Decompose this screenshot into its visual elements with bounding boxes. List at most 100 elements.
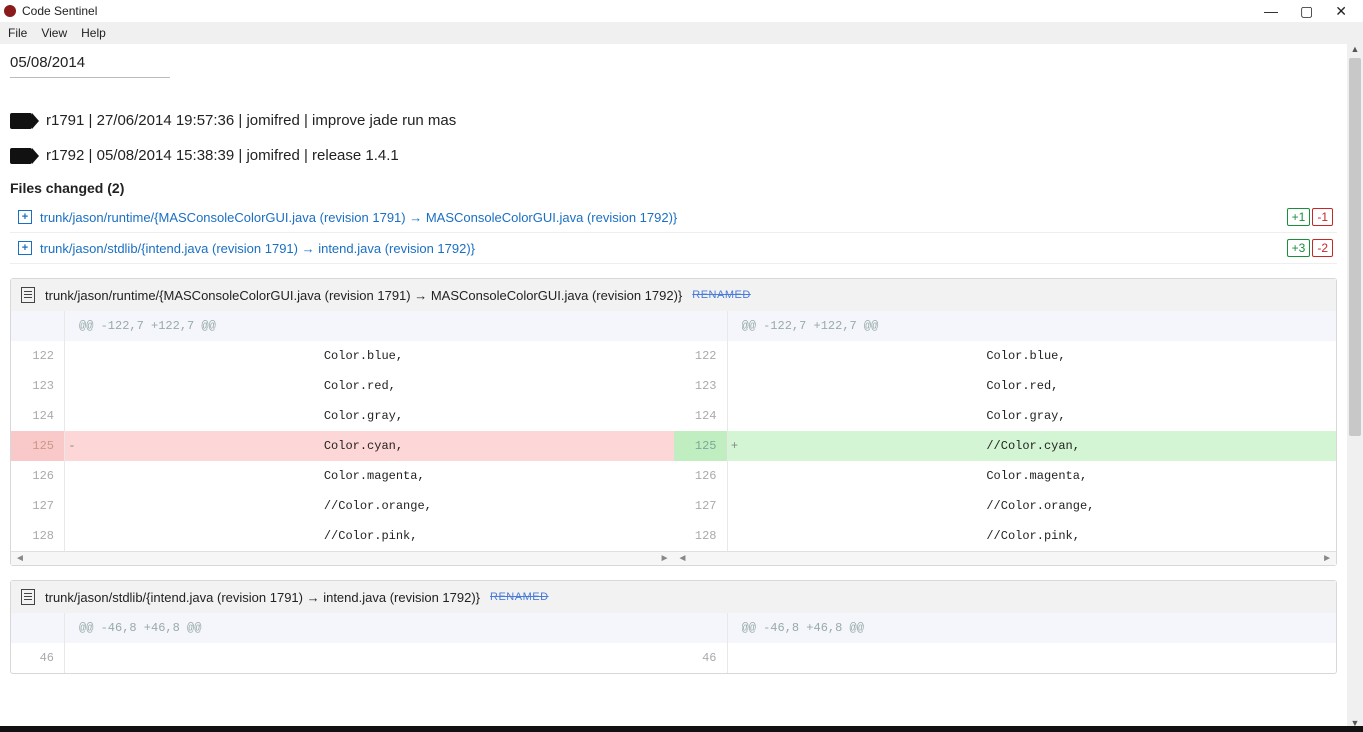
diff-line: 126 Color.magenta, xyxy=(674,461,1337,491)
diff-file-path: trunk/jason/stdlib/{intend.java (revisio… xyxy=(45,590,480,605)
diff-file-path: trunk/jason/runtime/{MASConsoleColorGUI.… xyxy=(45,288,682,303)
diff-line: 124 Color.gray, xyxy=(674,401,1337,431)
commit-row: r1791 | 27/06/2014 19:57:36 | jomifred |… xyxy=(10,106,1337,135)
maximize-icon[interactable]: ▢ xyxy=(1300,4,1313,18)
close-icon[interactable]: ✕ xyxy=(1335,4,1347,18)
line-number: 125 xyxy=(11,431,65,461)
document-icon xyxy=(21,287,35,303)
line-number: 122 xyxy=(11,341,65,371)
files-changed-heading: Files changed (2) xyxy=(10,180,1337,196)
hunk-text: @@ -46,8 +46,8 @@ xyxy=(79,621,674,635)
file-link-row: + trunk/jason/stdlib/{intend.java (revis… xyxy=(10,233,1337,264)
scroll-right-icon[interactable]: ► xyxy=(660,553,670,564)
additions-badge: +1 xyxy=(1287,208,1311,226)
menu-help[interactable]: Help xyxy=(81,26,106,40)
file-link-row: + trunk/jason/runtime/{MASConsoleColorGU… xyxy=(10,202,1337,233)
diff-line: 128 //Color.pink, xyxy=(11,521,674,551)
diffstat: +3 -2 xyxy=(1287,239,1333,257)
bottom-bar xyxy=(0,726,1363,732)
code-text: Color.cyan, xyxy=(79,439,674,453)
menu-file[interactable]: File xyxy=(8,26,27,40)
commit-row: r1792 | 05/08/2014 15:38:39 | jomifred |… xyxy=(10,141,1337,170)
diff-line: 126 Color.magenta, xyxy=(11,461,674,491)
line-number: 125 xyxy=(674,431,728,461)
expand-icon[interactable]: + xyxy=(18,241,32,255)
line-number: 127 xyxy=(674,491,728,521)
tag-icon xyxy=(10,113,32,129)
line-number: 123 xyxy=(674,371,728,401)
code-text: Color.magenta, xyxy=(79,469,674,483)
diff-line: 122 Color.blue, xyxy=(11,341,674,371)
scroll-left-icon[interactable]: ◄ xyxy=(678,553,688,564)
date-header: 05/08/2014 xyxy=(10,50,1337,77)
line-number: 126 xyxy=(11,461,65,491)
renamed-badge: RENAMED xyxy=(490,591,549,603)
expand-icon[interactable]: + xyxy=(18,210,32,224)
renamed-badge: RENAMED xyxy=(692,289,751,301)
scroll-up-icon[interactable]: ▲ xyxy=(1347,44,1363,58)
diff-marker: + xyxy=(728,439,742,453)
hunk-text: @@ -46,8 +46,8 @@ xyxy=(742,621,1337,635)
code-text: Color.blue, xyxy=(742,349,1337,363)
diff-block: trunk/jason/runtime/{MASConsoleColorGUI.… xyxy=(10,278,1337,566)
line-number: 46 xyxy=(674,643,728,673)
code-text: //Color.orange, xyxy=(742,499,1337,513)
titlebar: Code Sentinel — ▢ ✕ xyxy=(0,0,1363,22)
date-rule xyxy=(10,77,170,78)
line-number: 126 xyxy=(674,461,728,491)
hunk-text: @@ -122,7 +122,7 @@ xyxy=(79,319,674,333)
code-text: Color.magenta, xyxy=(742,469,1337,483)
diff-line: 127 //Color.orange, xyxy=(11,491,674,521)
tag-icon xyxy=(10,148,32,164)
code-text: Color.gray, xyxy=(79,409,674,423)
deletions-badge: -1 xyxy=(1312,208,1333,226)
file-link[interactable]: trunk/jason/stdlib/{intend.java (revisio… xyxy=(40,241,475,256)
line-number: 122 xyxy=(674,341,728,371)
diffstat: +1 -1 xyxy=(1287,208,1333,226)
hunk-header: @@ -46,8 +46,8 @@ xyxy=(11,613,674,643)
document-icon xyxy=(21,589,35,605)
diff-table: @@ -122,7 +122,7 @@122 Color.blue,123 Co… xyxy=(11,311,1336,551)
commit-text: r1791 | 27/06/2014 19:57:36 | jomifred |… xyxy=(46,112,456,129)
scroll-right-icon[interactable]: ► xyxy=(1322,553,1332,564)
scroll-thumb[interactable] xyxy=(1349,58,1361,436)
content-outer: ▲ ▼ 05/08/2014 r1791 | 27/06/2014 19:57:… xyxy=(0,44,1363,732)
diff-line: 122 Color.blue, xyxy=(674,341,1337,371)
file-link[interactable]: trunk/jason/runtime/{MASConsoleColorGUI.… xyxy=(40,210,677,225)
diff-marker: - xyxy=(65,439,79,453)
vertical-scrollbar[interactable]: ▲ ▼ xyxy=(1347,44,1363,732)
window-title: Code Sentinel xyxy=(22,4,97,18)
line-number: 124 xyxy=(11,401,65,431)
diff-block: trunk/jason/stdlib/{intend.java (revisio… xyxy=(10,580,1337,674)
minimize-icon[interactable]: — xyxy=(1264,4,1278,18)
additions-badge: +3 xyxy=(1287,239,1311,257)
scroll-left-icon[interactable]: ◄ xyxy=(15,553,25,564)
diff-header: trunk/jason/runtime/{MASConsoleColorGUI.… xyxy=(11,279,1336,311)
menu-view[interactable]: View xyxy=(41,26,67,40)
code-text: //Color.pink, xyxy=(742,529,1337,543)
code-text: Color.red, xyxy=(79,379,674,393)
code-text: //Color.orange, xyxy=(79,499,674,513)
diff-line: 123 Color.red, xyxy=(674,371,1337,401)
content: 05/08/2014 r1791 | 27/06/2014 19:57:36 |… xyxy=(0,44,1347,732)
code-text: Color.gray, xyxy=(742,409,1337,423)
hunk-text: @@ -122,7 +122,7 @@ xyxy=(742,319,1337,333)
line-number: 46 xyxy=(11,643,65,673)
hunk-header: @@ -122,7 +122,7 @@ xyxy=(674,311,1337,341)
diff-line: 123 Color.red, xyxy=(11,371,674,401)
hunk-header: @@ -46,8 +46,8 @@ xyxy=(674,613,1337,643)
line-number: 128 xyxy=(11,521,65,551)
diff-line: 125- Color.cyan, xyxy=(11,431,674,461)
diff-line: 125+ //Color.cyan, xyxy=(674,431,1337,461)
code-text: //Color.pink, xyxy=(79,529,674,543)
menubar: File View Help xyxy=(0,22,1363,44)
deletions-badge: -2 xyxy=(1312,239,1333,257)
window-controls: — ▢ ✕ xyxy=(1264,4,1359,18)
diff-line: 128 //Color.pink, xyxy=(674,521,1337,551)
diff-line: 127 //Color.orange, xyxy=(674,491,1337,521)
code-text: //Color.cyan, xyxy=(742,439,1337,453)
code-text: Color.blue, xyxy=(79,349,674,363)
horizontal-scrollbars[interactable]: ◄ ► ◄ ► xyxy=(11,551,1336,565)
hunk-header: @@ -122,7 +122,7 @@ xyxy=(11,311,674,341)
diff-table: @@ -46,8 +46,8 @@46@@ -46,8 +46,8 @@46 xyxy=(11,613,1336,673)
